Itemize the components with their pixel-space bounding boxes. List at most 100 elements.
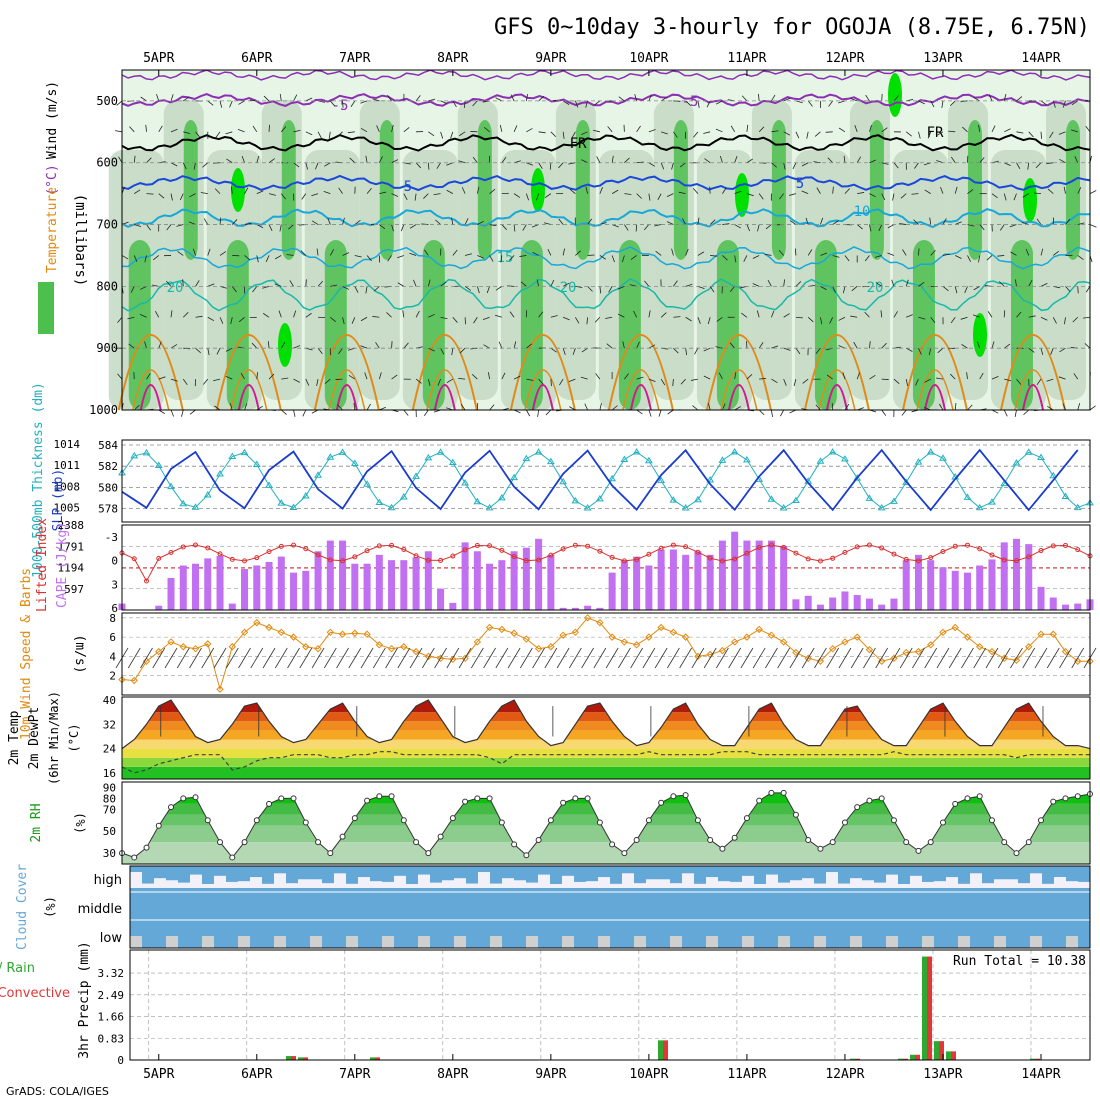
rh-marker	[707, 836, 714, 843]
wind-barb	[599, 255, 606, 260]
wind-barb	[316, 379, 319, 387]
thickness-marker	[424, 453, 433, 461]
thickness-marker	[767, 495, 776, 502]
wind-barb	[415, 310, 420, 318]
wind-barb	[789, 220, 797, 225]
wind-barb	[1023, 409, 1030, 415]
wind-barb	[337, 131, 343, 137]
wind-speed-marker	[191, 644, 200, 653]
isotherm-35	[629, 384, 652, 411]
wind-barb	[278, 310, 282, 318]
wind-barb	[193, 162, 196, 170]
lifted-index-marker	[989, 552, 995, 558]
surface-wind-barb	[458, 647, 472, 669]
wind-barb	[519, 255, 527, 257]
surface-wind-barb	[311, 647, 325, 669]
rh-shade-region	[814, 240, 837, 410]
wind-barb	[741, 95, 748, 102]
wind-barb	[428, 131, 435, 137]
rh-marker	[621, 850, 628, 857]
cloud-level-label: low	[100, 931, 123, 946]
rh-shade-region	[1010, 240, 1033, 410]
wind-barb	[964, 286, 968, 293]
surface-wind-barb	[434, 647, 447, 669]
wind-barb	[414, 193, 417, 201]
wind-barb	[892, 193, 895, 201]
cloud-high-bar	[658, 866, 670, 880]
wind-barb	[758, 126, 765, 133]
wind-barb	[1033, 192, 1042, 195]
rh-marker	[290, 795, 297, 802]
wind-barb	[758, 193, 764, 200]
lifted-index-marker	[928, 555, 934, 561]
cloud-high-bar	[886, 866, 898, 875]
rh-max-region	[735, 173, 749, 217]
wind-barb	[820, 217, 824, 225]
wind-barb	[342, 317, 345, 325]
wind-barb	[722, 223, 730, 225]
cloud-high-bar	[742, 866, 754, 876]
wind-barb	[893, 378, 900, 384]
surface-wind-barb	[777, 647, 791, 669]
wind-barb	[128, 343, 135, 349]
wind-barb	[403, 127, 410, 133]
wind-barb	[864, 311, 870, 318]
wind-barb	[387, 95, 392, 102]
wind-barb	[844, 255, 850, 262]
wind-speed-marker	[510, 629, 518, 637]
cloud-high-bar	[286, 866, 298, 884]
wind-barb	[783, 378, 787, 386]
wind-barb	[820, 252, 828, 256]
wind-barb	[710, 255, 718, 257]
lifted-index-marker	[364, 548, 370, 554]
lifted-index-marker	[768, 542, 774, 548]
lifted-index-marker	[842, 549, 848, 555]
wind-barb	[301, 193, 307, 200]
wind-barb	[1004, 378, 1012, 382]
wind-barb	[267, 341, 270, 349]
rh-marker	[204, 817, 211, 824]
cape-bar	[939, 567, 947, 610]
wind-barb	[452, 100, 457, 108]
isotherm-30	[916, 369, 954, 411]
wind-speed-marker	[314, 644, 322, 653]
wind-barb	[1083, 316, 1091, 319]
isotherm-30	[720, 369, 758, 411]
wind-barb	[973, 314, 980, 318]
wind-barb	[133, 404, 140, 411]
wind-speed-marker	[277, 628, 285, 637]
lifted-index-marker	[866, 542, 872, 548]
wind-speed-marker	[1037, 630, 1045, 638]
wind-barb	[869, 224, 872, 232]
wind-barb	[954, 186, 958, 194]
wind-barb	[979, 372, 984, 380]
wind-barb	[599, 187, 603, 194]
temp-band	[122, 766, 1090, 779]
wind-barb	[415, 162, 422, 169]
wind-barb	[671, 248, 674, 256]
lifted-index-marker	[205, 545, 211, 551]
contour-label: FR	[570, 136, 587, 152]
wind-speed-marker	[338, 630, 347, 638]
cloud-high-bar	[826, 866, 838, 873]
wind-barb	[501, 372, 506, 380]
surface-wind-barb	[348, 647, 362, 669]
lifted-index-marker	[278, 543, 284, 549]
precip-total-bar	[286, 1056, 291, 1060]
cloud-high-bar	[214, 866, 226, 876]
wind-barb	[746, 224, 751, 232]
wind-barb	[991, 409, 999, 414]
wind-barb	[450, 131, 454, 139]
wind-barb	[568, 162, 576, 165]
rh-marker	[645, 817, 652, 824]
wind-barb	[477, 221, 484, 225]
wind-barb	[967, 189, 974, 194]
wind-barb	[182, 378, 188, 386]
thickness-marker	[154, 461, 163, 469]
surface-wind-barb	[875, 647, 889, 669]
wind-barb	[832, 286, 836, 293]
rh-marker	[1025, 839, 1032, 846]
wind-barb	[948, 130, 956, 133]
cloud-low-gap	[742, 936, 754, 948]
lifted-index-marker	[977, 546, 983, 552]
